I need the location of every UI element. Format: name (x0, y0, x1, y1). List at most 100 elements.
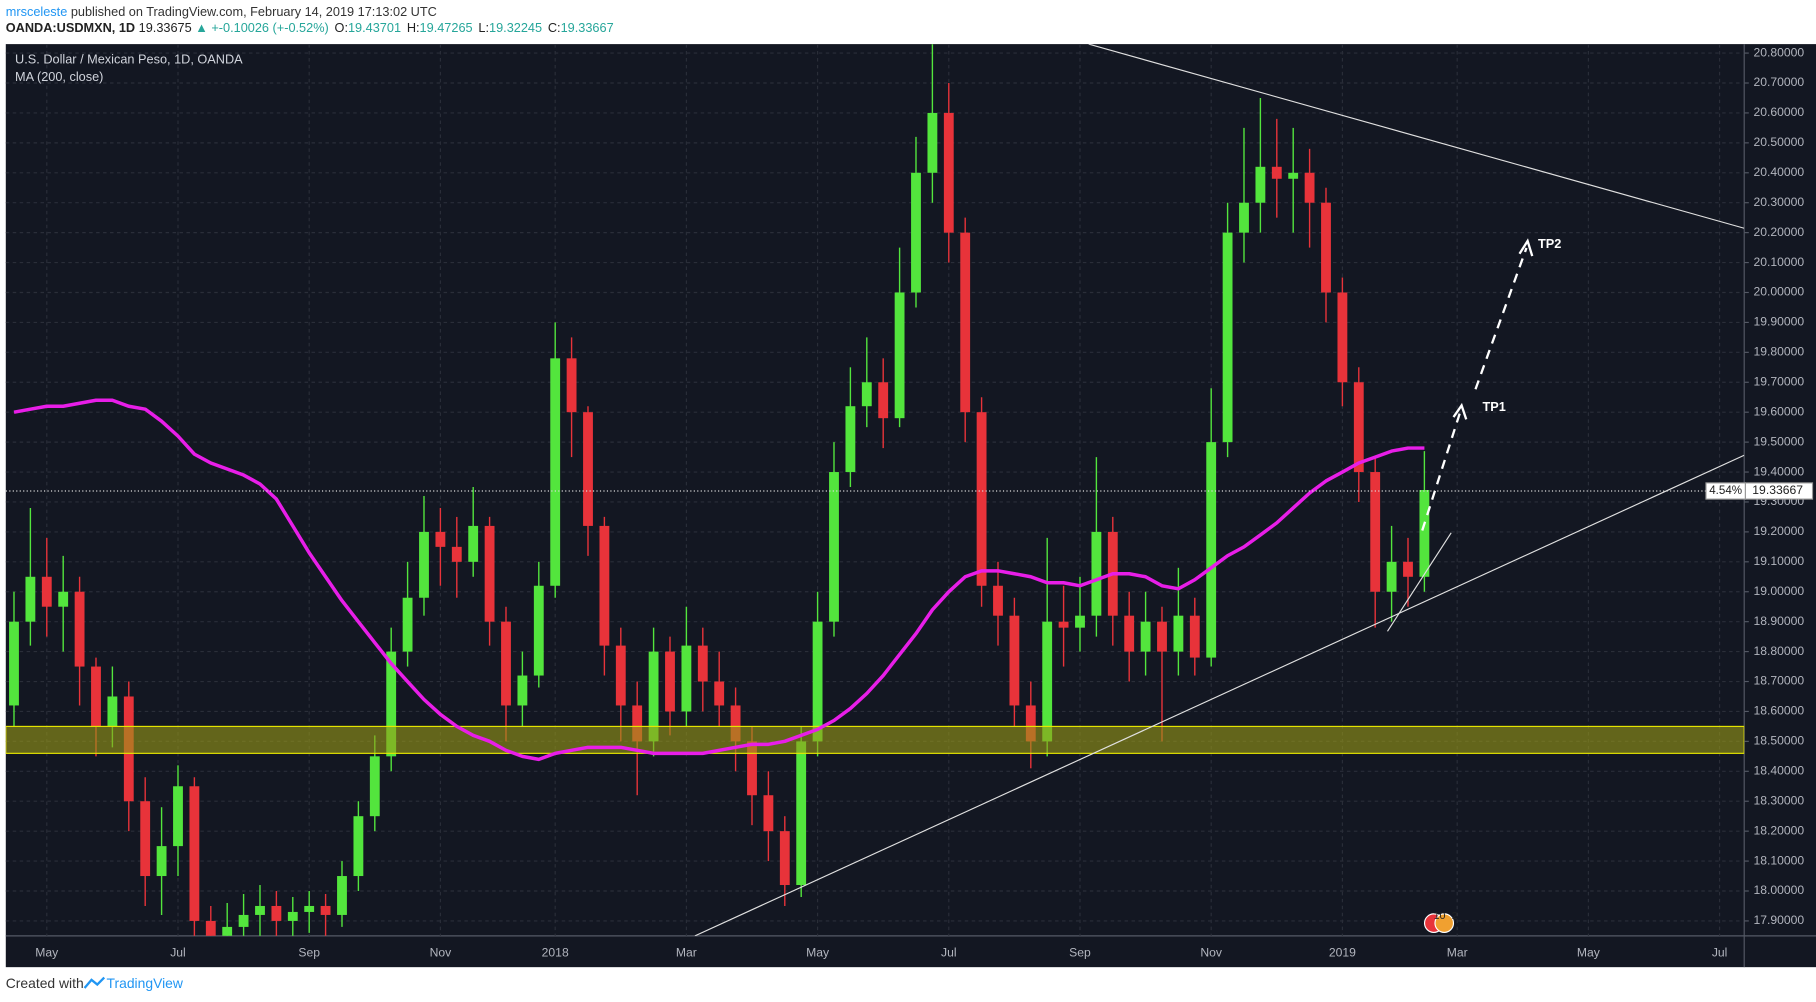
footer-brand[interactable]: TradingView (107, 975, 184, 991)
y-tick-label: 19.50000 (1753, 434, 1804, 448)
event-count: 10 (1434, 911, 1446, 922)
y-tick-label: 20.20000 (1753, 225, 1804, 239)
candle-body (730, 705, 741, 742)
x-tick-label: Mar (676, 945, 697, 959)
arrow-head (1452, 402, 1468, 420)
candle-body (1403, 561, 1413, 577)
x-tick-label: Nov (430, 945, 453, 959)
candle-body (1222, 232, 1233, 443)
event-count: 2 (1452, 911, 1458, 922)
user[interactable]: mrsceleste (6, 4, 68, 19)
ohlc-label: C: (548, 20, 561, 35)
candle-body (468, 525, 479, 562)
y-tick-label: 20.40000 (1753, 165, 1804, 179)
y-tick-label: 19.90000 (1753, 315, 1804, 329)
ohlc-value: 19.43701 (348, 20, 401, 35)
y-tick-label: 19.00000 (1753, 584, 1804, 598)
x-tick-label: Jul (170, 945, 186, 959)
candle-body (1075, 615, 1085, 628)
y-tick-label: 18.80000 (1753, 644, 1804, 658)
x-tick-label: Sep (298, 945, 320, 959)
candle-body (599, 525, 610, 646)
candle-body (435, 531, 446, 547)
last: 19.33675 (139, 20, 192, 35)
y-tick-label: 19.20000 (1753, 524, 1804, 538)
y-tick-label: 19.60000 (1753, 404, 1804, 418)
indicator-legend[interactable]: MA (200, close) (15, 69, 103, 84)
candle-body (583, 412, 593, 526)
short-trend-line (1386, 532, 1452, 632)
candle-body (386, 651, 397, 757)
candle-body (796, 741, 807, 886)
x-tick-label: 2018 (542, 945, 569, 959)
candle-body (353, 816, 364, 877)
candle-body (1255, 166, 1266, 203)
ohlc-value: 19.32245 (489, 20, 542, 35)
candle-body (1091, 531, 1102, 616)
candle-body (697, 645, 708, 682)
candle-body (369, 756, 380, 817)
path-arrow (1474, 247, 1528, 390)
moving-average (13, 398, 1425, 762)
symbol-line: OANDA:USDMXN, 1D 19.33675 ▲ +-0.10026 (+… (6, 20, 614, 35)
candle-body (25, 576, 36, 622)
y-tick-label: 18.90000 (1753, 614, 1804, 628)
y-tick-label: 20.50000 (1753, 135, 1804, 149)
x-tick-label: Jul (1712, 945, 1728, 959)
candle-body (419, 531, 429, 598)
y-tick-label: 18.60000 (1753, 704, 1804, 718)
candle-body (173, 786, 183, 847)
candle-body (878, 382, 889, 419)
candle-body (58, 591, 69, 607)
candle-body (1058, 621, 1069, 628)
y-tick-label: 18.70000 (1753, 674, 1804, 688)
candle-body (1288, 172, 1299, 179)
candle-body (1042, 621, 1053, 742)
event-icon[interactable] (1434, 913, 1455, 933)
candle-body (255, 905, 265, 915)
candle-body (238, 914, 249, 927)
candle-body (1239, 202, 1249, 233)
candle-body (927, 112, 938, 173)
candle-body (648, 651, 659, 742)
candle-body (533, 585, 544, 676)
ohlc-value: 19.47265 (420, 20, 473, 35)
candle-body (714, 681, 725, 706)
candle-body (9, 621, 19, 706)
arrow-head (1518, 238, 1534, 257)
y-tick-label: 18.10000 (1753, 853, 1804, 867)
candle-body (320, 905, 331, 915)
path-arrow (1421, 410, 1462, 531)
candle-body (205, 920, 216, 936)
pct-tag-bg (1705, 482, 1746, 500)
candle-body (91, 666, 101, 727)
x-tick-label: Jul (941, 945, 957, 959)
candle-body (1304, 172, 1315, 203)
candle-body (861, 382, 872, 407)
candle-body (287, 911, 298, 921)
candle-body (681, 645, 692, 712)
price-tag: 19.33667 (1752, 483, 1803, 497)
candle-body (1337, 292, 1348, 383)
candle-body (993, 585, 1003, 616)
change: ▲ +-0.10026 (+-0.52%) (195, 20, 328, 35)
drawings (694, 44, 1745, 936)
candle-body (1124, 615, 1135, 652)
candle-body (189, 786, 200, 921)
symbol: OANDA:USDMXN, 1D (6, 20, 135, 35)
candle-body (140, 801, 151, 877)
candle-body (517, 675, 528, 706)
y-tick-label: 20.80000 (1753, 45, 1804, 59)
candle-body (911, 172, 921, 293)
candle-body (763, 795, 774, 832)
events[interactable]: 10 2 (1423, 911, 1458, 933)
logo (83, 976, 106, 989)
candle-body (845, 406, 856, 473)
candle-body (1353, 382, 1364, 473)
candle-body (1321, 202, 1331, 293)
candle-body (812, 621, 823, 742)
footer-created: Created with (6, 975, 84, 991)
plot (5, 44, 1745, 936)
y-tick-label: 20.00000 (1753, 285, 1804, 299)
